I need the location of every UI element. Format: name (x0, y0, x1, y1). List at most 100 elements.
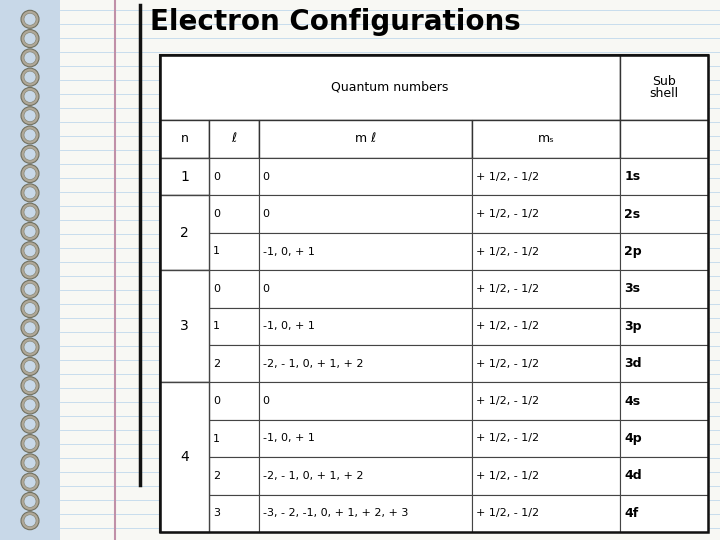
Circle shape (21, 396, 39, 414)
Circle shape (21, 261, 39, 279)
Text: 0: 0 (263, 396, 269, 406)
Text: 1: 1 (213, 246, 220, 256)
Circle shape (24, 245, 36, 256)
Text: 4s: 4s (624, 395, 641, 408)
Bar (621, 158, 708, 195)
Circle shape (24, 52, 36, 64)
Text: 0: 0 (263, 284, 269, 294)
Text: + 1/2, - 1/2: + 1/2, - 1/2 (477, 246, 539, 256)
Circle shape (21, 242, 39, 260)
Bar (160, 120, 210, 158)
Bar (621, 382, 708, 420)
Bar (160, 270, 210, 382)
Bar (160, 195, 210, 270)
Circle shape (24, 437, 36, 450)
Bar (210, 120, 258, 158)
Text: m ℓ: m ℓ (355, 132, 376, 145)
Text: Quantum numbers: Quantum numbers (331, 81, 449, 94)
Circle shape (24, 457, 36, 469)
Bar (160, 158, 210, 195)
Text: + 1/2, - 1/2: + 1/2, - 1/2 (477, 284, 539, 294)
Text: 2: 2 (180, 226, 189, 240)
Bar (258, 270, 472, 308)
Circle shape (21, 357, 39, 375)
Text: 1: 1 (180, 170, 189, 184)
Bar (210, 308, 258, 345)
Text: n: n (181, 132, 189, 145)
Text: 4: 4 (180, 450, 189, 464)
Text: 2: 2 (213, 471, 220, 481)
Bar (621, 420, 708, 457)
Circle shape (21, 87, 39, 105)
Bar (621, 495, 708, 532)
Text: 4d: 4d (624, 469, 642, 482)
Bar (472, 120, 621, 158)
Text: 0: 0 (213, 209, 220, 219)
Text: 4p: 4p (624, 432, 642, 445)
Circle shape (24, 148, 36, 160)
Circle shape (24, 264, 36, 276)
Bar (621, 270, 708, 308)
Circle shape (24, 71, 36, 83)
Bar (621, 308, 708, 345)
Text: -1, 0, + 1: -1, 0, + 1 (263, 321, 315, 332)
Text: + 1/2, - 1/2: + 1/2, - 1/2 (477, 434, 539, 443)
Bar (210, 233, 258, 270)
Text: mₛ: mₛ (538, 132, 554, 145)
Circle shape (21, 512, 39, 530)
Circle shape (21, 280, 39, 298)
Circle shape (21, 107, 39, 125)
Text: Electron Configurations: Electron Configurations (150, 8, 521, 36)
Circle shape (24, 515, 36, 526)
Bar (621, 195, 708, 233)
Circle shape (24, 14, 36, 25)
Circle shape (21, 30, 39, 48)
Circle shape (21, 338, 39, 356)
Bar (160, 382, 210, 532)
Circle shape (24, 495, 36, 508)
Circle shape (24, 380, 36, 392)
Text: + 1/2, - 1/2: + 1/2, - 1/2 (477, 209, 539, 219)
Bar (210, 457, 258, 495)
Text: 2: 2 (213, 359, 220, 369)
Text: 4f: 4f (624, 507, 639, 520)
Text: + 1/2, - 1/2: + 1/2, - 1/2 (477, 172, 539, 181)
Text: 0: 0 (213, 172, 220, 181)
Text: Sub: Sub (652, 75, 676, 88)
Text: 1: 1 (213, 434, 220, 443)
Text: 0: 0 (213, 396, 220, 406)
Circle shape (24, 206, 36, 218)
Bar (621, 457, 708, 495)
Circle shape (21, 319, 39, 337)
Circle shape (24, 476, 36, 488)
Text: ℓ: ℓ (231, 132, 237, 145)
Bar (210, 382, 258, 420)
Circle shape (21, 126, 39, 144)
Circle shape (24, 187, 36, 199)
Circle shape (21, 222, 39, 240)
Text: 1: 1 (213, 321, 220, 332)
Text: 0: 0 (263, 209, 269, 219)
Circle shape (24, 129, 36, 141)
Text: -3, - 2, -1, 0, + 1, + 2, + 3: -3, - 2, -1, 0, + 1, + 2, + 3 (263, 508, 408, 518)
Circle shape (21, 203, 39, 221)
Text: 0: 0 (213, 284, 220, 294)
Bar (472, 457, 621, 495)
Bar (210, 195, 258, 233)
Circle shape (24, 32, 36, 45)
Circle shape (21, 68, 39, 86)
Text: 3: 3 (213, 508, 220, 518)
Circle shape (21, 492, 39, 510)
Circle shape (21, 165, 39, 183)
Text: 2s: 2s (624, 207, 641, 221)
Circle shape (21, 435, 39, 453)
Circle shape (21, 184, 39, 202)
Bar (472, 158, 621, 195)
Bar (621, 233, 708, 270)
Text: -1, 0, + 1: -1, 0, + 1 (263, 246, 315, 256)
Bar (258, 420, 472, 457)
Bar (258, 495, 472, 532)
Bar (472, 345, 621, 382)
Circle shape (24, 360, 36, 373)
Bar (472, 308, 621, 345)
